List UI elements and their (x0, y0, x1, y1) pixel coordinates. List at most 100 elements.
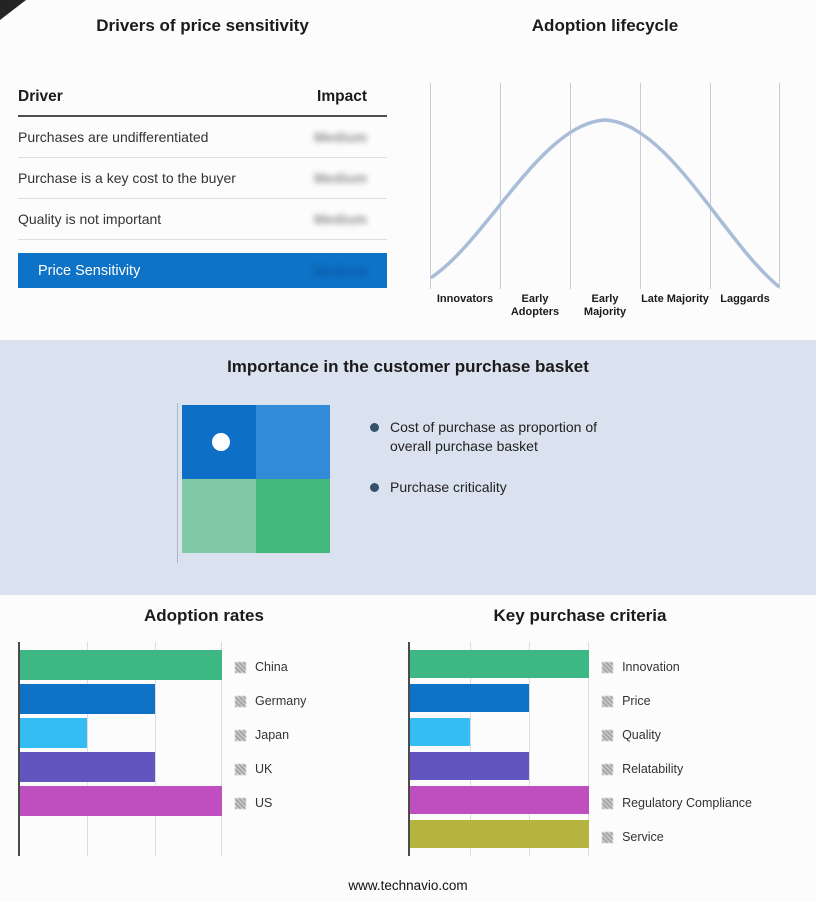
quadrant-top-right (256, 405, 330, 479)
legend-item: US (235, 786, 306, 820)
bar-regulatory-compliance (410, 786, 590, 814)
gridline (570, 83, 571, 289)
summary-impact-blurred: Medium (314, 262, 367, 279)
legend-item: Japan (235, 718, 306, 752)
legend-item: Regulatory Compliance (602, 786, 752, 820)
position-marker-dot (212, 433, 230, 451)
bar-relatability (410, 752, 530, 780)
adoption-rates-title: Adoption rates (144, 606, 264, 625)
gridline (221, 642, 222, 856)
bar-china (20, 650, 222, 680)
footer-url: www.technavio.com (348, 878, 468, 893)
legend-label: China (255, 660, 288, 674)
basket-bullets: Cost of purchase as proportion of overal… (370, 418, 660, 519)
gridline (529, 642, 531, 856)
stage-label: Early Majority (583, 293, 627, 318)
lifecycle-panel: Adoption lifecycle Innovators Early Adop… (430, 16, 780, 319)
stage-label: Innovators (436, 293, 494, 305)
gridline (640, 83, 641, 289)
lifecycle-stage-labels: Innovators Early Adopters Early Majority… (430, 293, 780, 319)
legend-item: Germany (235, 684, 306, 718)
legend-label: Innovation (622, 660, 680, 674)
bars-group (20, 650, 222, 816)
adoption-rates-chart: Adoption rates China (18, 606, 390, 856)
key-purchase-criteria-chart: Key purchase criteria Innovation (408, 606, 752, 856)
bullet-text: Cost of purchase as proportion of overal… (390, 419, 598, 454)
legend-item: Innovation (602, 650, 752, 684)
legend-label: US (255, 796, 273, 810)
bar-service (410, 820, 590, 848)
bullet-icon (370, 423, 379, 432)
legend-label: Regulatory Compliance (622, 796, 752, 810)
legend-item: UK (235, 752, 306, 786)
table-row: Purchase is a key cost to the buyer Medi… (18, 158, 387, 199)
legend-label: UK (255, 762, 273, 776)
gridline (500, 83, 501, 289)
quadrant-bottom-left (182, 479, 256, 553)
legend-label: Germany (255, 694, 307, 708)
drivers-panel: Drivers of price sensitivity Driver Impa… (18, 16, 387, 288)
column-driver: Driver (18, 88, 63, 105)
criteria-legend: Innovation Price Quality Relatability Re… (602, 642, 752, 856)
table-header: Driver Impact (18, 88, 387, 117)
legend-swatch-icon (235, 695, 246, 707)
legend-label: Service (622, 830, 664, 844)
legend-swatch-icon (235, 661, 246, 673)
legend-label: Price (622, 694, 651, 708)
adoption-rates-body: China Germany Japan UK US (18, 642, 390, 856)
driver-text: Purchase is a key cost to the buyer (18, 170, 236, 186)
stage-label: Late Majority (641, 293, 709, 305)
bar-price (410, 684, 530, 712)
basket-panel: Importance in the customer purchase bask… (0, 340, 816, 595)
summary-label: Price Sensitivity (38, 262, 141, 279)
quadrant-bottom-right (256, 479, 330, 553)
quadrant-axis-line (177, 403, 178, 563)
stage-label: Laggards (720, 293, 770, 305)
bar-innovation (410, 650, 590, 678)
legend-item: Service (602, 820, 752, 854)
bell-curve (430, 118, 780, 288)
legend-swatch-icon (602, 797, 614, 809)
legend-item: Quality (602, 718, 752, 752)
corner-accent-triangle (0, 0, 26, 20)
key-purchase-criteria-title: Key purchase criteria (493, 606, 667, 625)
gridline (469, 642, 471, 856)
impact-value-blurred: Medium (314, 211, 367, 227)
legend-swatch-icon (602, 661, 614, 673)
basket-title: Importance in the customer purchase bask… (227, 357, 589, 376)
adoption-rates-legend: China Germany Japan UK US (235, 642, 306, 856)
quadrant-grid (182, 405, 330, 553)
bar-uk (20, 752, 155, 782)
table-row: Purchases are undifferentiated Medium (18, 117, 387, 158)
legend-label: Japan (255, 728, 290, 742)
bullet-text: Purchase criticality (390, 479, 507, 495)
drivers-title: Drivers of price sensitivity (96, 16, 309, 35)
quadrant-graphic (177, 403, 330, 563)
legend-item: China (235, 650, 306, 684)
table-row: Quality is not important Medium (18, 199, 387, 240)
driver-text: Quality is not important (18, 211, 162, 227)
lifecycle-title: Adoption lifecycle (531, 16, 679, 35)
bullet-item: Purchase criticality (370, 478, 660, 497)
gridline (779, 83, 780, 289)
price-sensitivity-summary-bar: Price Sensitivity Medium (18, 253, 387, 288)
driver-text: Purchases are undifferentiated (18, 129, 209, 145)
legend-swatch-icon (235, 797, 246, 809)
legend-swatch-icon (602, 729, 614, 741)
gridline (87, 642, 89, 856)
adoption-rates-plot (18, 642, 222, 856)
bullet-icon (370, 483, 379, 492)
legend-swatch-icon (602, 695, 614, 707)
bullet-item: Cost of purchase as proportion of overal… (370, 418, 660, 456)
gridline (430, 83, 431, 289)
bars-group (410, 650, 590, 848)
bar-quality (410, 718, 470, 746)
legend-swatch-icon (602, 831, 614, 843)
column-impact: Impact (317, 88, 367, 105)
legend-swatch-icon (602, 763, 614, 775)
gridline (154, 642, 156, 856)
criteria-body: Innovation Price Quality Relatability Re… (408, 642, 752, 856)
legend-item: Price (602, 684, 752, 718)
criteria-plot (408, 642, 590, 856)
stage-label: Early Adopters (510, 293, 560, 318)
